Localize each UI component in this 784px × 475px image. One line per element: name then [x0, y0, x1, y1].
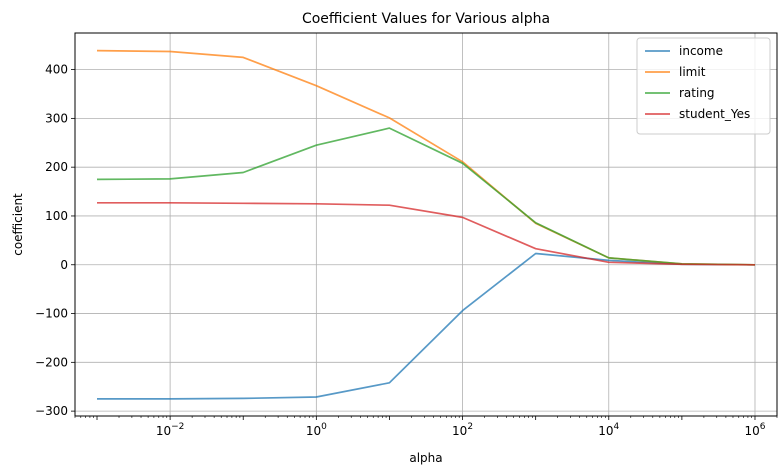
legend-label-student-yes: student_Yes	[679, 107, 750, 121]
series-line-rating	[96, 127, 756, 266]
y-tick-label: 200	[45, 160, 68, 174]
y-tick-label: −300	[35, 404, 68, 418]
legend-label-income: income	[679, 44, 723, 58]
series-layer	[96, 49, 756, 400]
y-axis-label: coefficient	[11, 193, 25, 256]
y-tick-label: −200	[35, 355, 68, 369]
legend-box	[636, 37, 771, 135]
x-tick-label: 10−2	[156, 422, 185, 438]
x-tick-label: 100	[306, 422, 327, 438]
chart-title: Coefficient Values for Various alpha	[302, 11, 550, 27]
y-tick-label: 400	[45, 63, 68, 77]
legend-label-limit: limit	[679, 65, 706, 79]
plot-frame	[74, 32, 778, 417]
x-tick-label: 106	[744, 422, 765, 438]
series-line-income	[97, 252, 756, 400]
legend-label-rating: rating	[679, 86, 715, 100]
y-tick-label: −100	[35, 307, 68, 321]
series-line-student-yes	[97, 201, 756, 266]
y-tick-label: 0	[60, 258, 68, 272]
y-tick-label: 300	[45, 111, 68, 125]
legend: income limit rating student_Yes	[636, 37, 771, 135]
y-tick-label: 100	[45, 209, 68, 223]
x-axis-label: alpha	[409, 451, 442, 465]
ticks-layer: 10−2 100 102 104 106 −300 −200 −100 0 100 200 300 40…	[35, 63, 778, 438]
x-tick-label: 102	[452, 422, 473, 438]
x-tick-label: 104	[598, 422, 619, 438]
